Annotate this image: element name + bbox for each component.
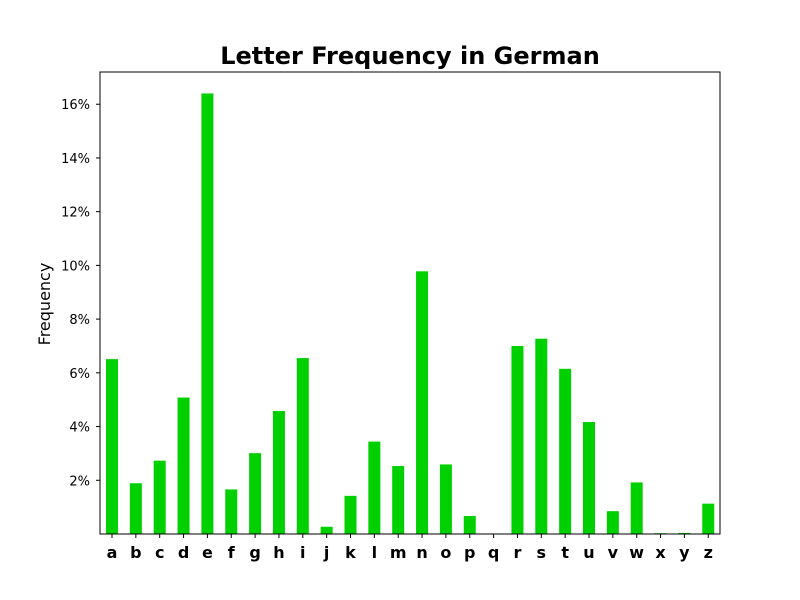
bar-u — [583, 421, 595, 534]
x-tick-label-q: q — [488, 543, 499, 562]
x-tick-label-j: j — [323, 543, 329, 562]
plot-frame — [99, 71, 721, 535]
bar-h — [272, 410, 285, 534]
x-tick-label-f: f — [228, 543, 236, 562]
bar-i — [296, 358, 309, 534]
x-tick-label-w: w — [629, 543, 644, 562]
chart-title: Letter Frequency in German — [220, 42, 600, 70]
y-tick-label: 12% — [61, 206, 90, 221]
y-tick-label: 8% — [69, 313, 90, 328]
bars-group — [106, 93, 715, 535]
bar-n — [416, 271, 429, 534]
x-tick-label-y: y — [679, 543, 690, 562]
x-tick-label-c: c — [155, 543, 164, 562]
y-tick-label: 2% — [69, 474, 90, 489]
bar-g — [249, 453, 262, 534]
x-tick-label-o: o — [440, 543, 451, 562]
x-tick-label-p: p — [464, 543, 475, 562]
bar-z — [702, 503, 715, 534]
x-tick-label-b: b — [130, 543, 141, 562]
bar-c — [153, 460, 166, 534]
y-tick-label: 14% — [61, 152, 90, 167]
y-tick-label: 16% — [61, 98, 90, 113]
bar-w — [630, 482, 643, 534]
x-tick-label-s: s — [537, 543, 547, 562]
y-tick-label: 10% — [61, 259, 90, 274]
bar-a — [106, 359, 118, 534]
x-tick-label-i: i — [300, 543, 305, 562]
bar-s — [535, 338, 548, 534]
y-tick-label: 4% — [69, 421, 90, 436]
bar-l — [368, 441, 381, 534]
x-tick-label-l: l — [372, 543, 377, 562]
bar-y — [678, 532, 691, 534]
bar-b — [129, 483, 142, 534]
x-tick-label-k: k — [345, 543, 356, 562]
bar-d — [177, 397, 190, 534]
bar-k — [344, 495, 357, 534]
bar-m — [392, 466, 405, 534]
bar-r — [511, 345, 524, 534]
x-tick-label-x: x — [655, 543, 666, 562]
bar-j — [320, 526, 333, 534]
x-tick-label-a: a — [107, 543, 118, 562]
bar-v — [606, 511, 619, 534]
x-tick-label-u: u — [583, 543, 594, 562]
x-tick-label-d: d — [178, 543, 189, 562]
bar-f — [225, 489, 238, 534]
x-tick-label-n: n — [416, 543, 427, 562]
x-tick-label-g: g — [249, 543, 260, 562]
y-axis-label: Frequency — [35, 263, 54, 346]
x-tick-label-m: m — [390, 543, 407, 562]
bar-p — [463, 516, 476, 534]
bar-e — [201, 93, 214, 535]
y-axis-ticks: 2% 4% 6% 8% 10% 12% 14% 16% — [61, 98, 100, 489]
y-tick-label: 6% — [69, 367, 90, 382]
bar-t — [559, 368, 572, 534]
bar-o — [439, 464, 452, 534]
x-tick-label-z: z — [704, 543, 713, 562]
x-tick-label-r: r — [514, 543, 522, 562]
x-tick-label-v: v — [608, 543, 619, 562]
x-tick-label-t: t — [561, 543, 569, 562]
x-tick-label-e: e — [202, 543, 213, 562]
x-tick-label-h: h — [273, 543, 284, 562]
